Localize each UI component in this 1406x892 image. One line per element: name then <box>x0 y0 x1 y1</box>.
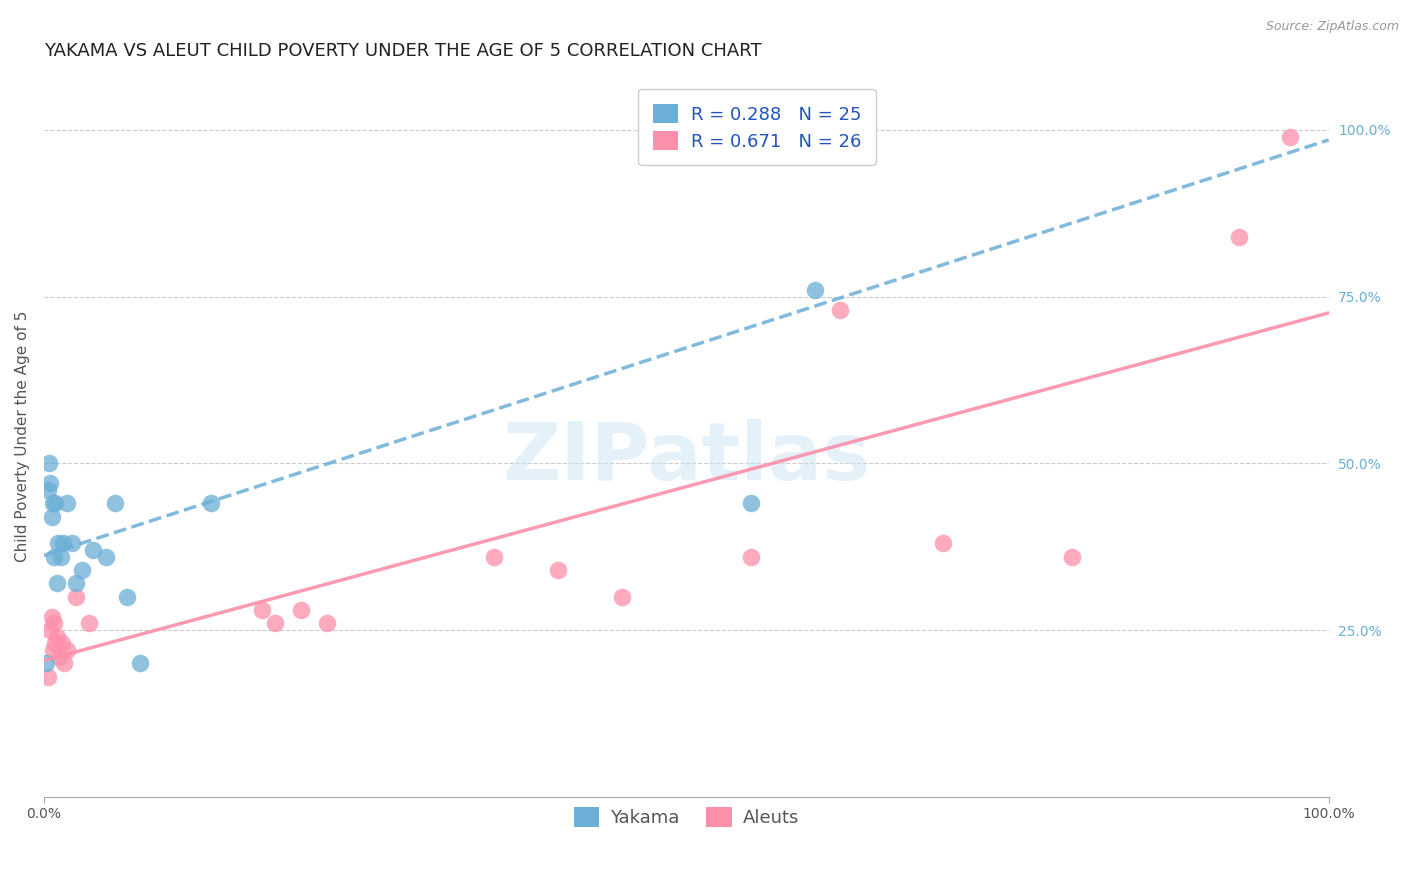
Point <box>56 643 79 657</box>
Point <box>41 609 63 624</box>
Point <box>129 657 152 671</box>
Point <box>52 536 75 550</box>
Point <box>290 603 312 617</box>
Point <box>38 456 60 470</box>
Point <box>77 616 100 631</box>
Point <box>44 636 66 650</box>
Point <box>37 670 59 684</box>
Point <box>610 590 633 604</box>
Point <box>46 536 69 550</box>
Point <box>60 536 83 550</box>
Point <box>803 129 825 144</box>
Point <box>37 483 59 497</box>
Text: ZIPatlas: ZIPatlas <box>502 419 870 498</box>
Point <box>65 590 87 604</box>
Point <box>44 496 66 510</box>
Point <box>482 549 505 564</box>
Point <box>547 563 569 577</box>
Point <box>740 549 762 564</box>
Point <box>82 543 104 558</box>
Point <box>803 283 825 297</box>
Point <box>94 549 117 564</box>
Point <box>42 496 65 510</box>
Point <box>65 576 87 591</box>
Text: YAKAMA VS ALEUT CHILD POVERTY UNDER THE AGE OF 5 CORRELATION CHART: YAKAMA VS ALEUT CHILD POVERTY UNDER THE … <box>44 42 762 60</box>
Point <box>44 616 66 631</box>
Point <box>103 496 125 510</box>
Point <box>39 623 62 637</box>
Point <box>41 509 63 524</box>
Point <box>49 549 72 564</box>
Point <box>315 616 337 631</box>
Point <box>1227 229 1250 244</box>
Point <box>48 649 70 664</box>
Point <box>44 549 66 564</box>
Point <box>200 496 222 510</box>
Point <box>45 576 67 591</box>
Point <box>264 616 287 631</box>
Point <box>35 657 58 671</box>
Point <box>53 657 76 671</box>
Point <box>830 303 852 318</box>
Point <box>72 563 94 577</box>
Point <box>45 630 67 644</box>
Point <box>39 476 62 491</box>
Y-axis label: Child Poverty Under the Age of 5: Child Poverty Under the Age of 5 <box>15 311 30 562</box>
Point <box>252 603 274 617</box>
Point <box>117 590 139 604</box>
Point <box>56 496 79 510</box>
Point <box>932 536 955 550</box>
Point <box>1060 549 1083 564</box>
Point <box>740 496 762 510</box>
Point <box>51 636 73 650</box>
Legend: Yakama, Aleuts: Yakama, Aleuts <box>567 800 806 835</box>
Point <box>1279 129 1302 144</box>
Point <box>42 643 65 657</box>
Text: Source: ZipAtlas.com: Source: ZipAtlas.com <box>1265 20 1399 33</box>
